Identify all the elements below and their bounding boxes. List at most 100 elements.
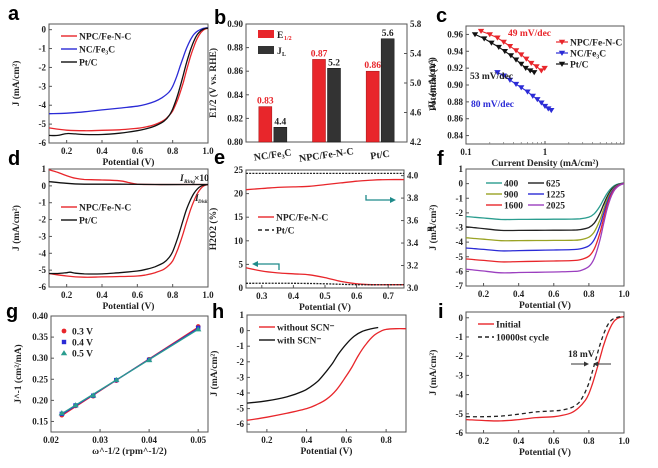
data-point: [529, 93, 536, 99]
panel-h: h 0.2 0.4 0.6 0.8 1 0 -1 -2 -3 -4 -5 -6 Potential (V)…: [209, 301, 407, 457]
legend-marker: [558, 50, 566, 56]
x-tick-label: 0.6: [548, 436, 560, 446]
right-axis-arrow-icon: [365, 195, 396, 203]
x-tick-label: 0.4: [288, 291, 300, 301]
legend-label: 1225: [546, 191, 565, 201]
x-tick-label: 0.04: [141, 435, 157, 445]
data-point: [58, 410, 65, 416]
y-tick-label: 1: [240, 310, 245, 320]
category-label: NPC/Fe-N-C: [298, 146, 354, 165]
y-tick-label: 0.86: [447, 114, 463, 124]
panel-label-a: a: [8, 3, 20, 25]
data-point: [538, 100, 545, 106]
arrow-right-icon: [584, 361, 589, 367]
y-tick-label: -5: [456, 409, 464, 419]
x-tick-label: 0.8: [167, 146, 179, 156]
y-tick-label: -2: [456, 351, 464, 361]
y-tick-label: 0.25: [32, 374, 48, 384]
arrow-head: [252, 261, 258, 267]
ring-subscript: Ring: [183, 179, 195, 185]
y-right-tick-label: 3.6: [407, 216, 419, 226]
y-axis-label: J (mA/cm²): [428, 350, 439, 396]
data-point: [501, 49, 509, 55]
bar-e12: [365, 70, 380, 143]
x-tick-label: 0.4: [513, 436, 525, 446]
y-tick-label: 20: [234, 189, 244, 199]
y-tick-label: -5: [39, 119, 47, 129]
data-point: [494, 35, 501, 41]
y-right-tick-label: 4.6: [410, 108, 422, 118]
y-right-axis-label: JL (mA/cm²): [427, 57, 438, 109]
y-tick-label: -4: [456, 237, 464, 247]
data-point: [518, 52, 525, 58]
x-tick-label: 0.6: [351, 291, 363, 301]
y-right-tick-label: 3.2: [407, 261, 419, 271]
y-tick-label: 0.92: [447, 63, 463, 73]
y-tick-label: 0.84: [447, 131, 463, 141]
bar-e12: [312, 59, 326, 143]
data-point: [518, 61, 525, 67]
x-tick-label: 0.2: [61, 290, 73, 300]
series-line-10000stcycle: [465, 316, 625, 418]
y-axis-label: Potential (V): [428, 59, 439, 111]
arrow-left-icon: [593, 361, 598, 367]
y-tick-label: -5: [456, 252, 464, 262]
series-line-NPCFeNC: [245, 267, 404, 286]
data-point: [533, 64, 540, 70]
y-tick-label: -7: [456, 281, 464, 291]
data-point: [145, 356, 153, 363]
x-axis-label: Potential (V): [103, 157, 155, 168]
legend-label: 400: [504, 180, 519, 190]
legend-label: 10000st cycle: [496, 334, 549, 344]
y-tick-label: -4: [456, 390, 464, 400]
x-tick-label: 1.0: [202, 146, 214, 156]
x-tick-label: 0.2: [61, 146, 73, 156]
y-axis-label: E1/2 (V vs. RHE): [208, 48, 219, 118]
bar-jl: [327, 68, 341, 143]
y-tick-label: 15: [234, 212, 244, 222]
plot-frame: [50, 315, 209, 433]
x-tick-label: 0.4: [96, 146, 108, 156]
y-tick-label: 1: [459, 164, 464, 174]
y-tick-label: 0.82: [227, 113, 243, 123]
panel-a: a 0.2 0.4 0.6 0.8 1.0 0 -1 -2 -3 -4 -5 -6 Potential (…: [8, 3, 214, 168]
slope-annotation: 80 mV/dec: [471, 100, 514, 110]
bar-jl: [380, 38, 395, 143]
y-axis-label: J (mA/cm²): [11, 205, 22, 251]
y-tick-label: -6: [237, 419, 245, 429]
y-tick-label: 0: [459, 313, 464, 323]
series-line-PtC: [245, 282, 405, 286]
legend-label: NPC/Fe-N-C: [79, 33, 131, 43]
x-tick-label: 1.0: [618, 436, 630, 446]
panel-label-f: f: [437, 148, 444, 170]
legend: 0.3 V0.4 V0.5 V: [60, 328, 93, 360]
x-tick-label: 0.8: [381, 435, 393, 445]
left-axis-arrow-icon: [252, 261, 280, 270]
series-line-1225: [465, 182, 625, 252]
legend: NPC/Fe-N-C Pt/C: [61, 204, 131, 227]
y-right-axis-label: n: [425, 226, 435, 232]
data-point: [522, 65, 529, 72]
x-tick-label: 0.03: [92, 435, 108, 445]
x-tick-label: 0.4: [96, 290, 108, 300]
y-tick-label: -6: [39, 138, 47, 148]
arrow-shaft: [365, 195, 390, 201]
bar-value-label: 5.6: [382, 29, 394, 39]
y-tick-label: 0: [240, 326, 245, 336]
y-tick-label: -3: [456, 370, 464, 380]
slope-annotation: 53 mV/dec: [470, 72, 513, 82]
y-tick-label: 10: [234, 236, 244, 246]
legend-label: NPC/Fe-N-C: [276, 214, 328, 224]
y-tick-label: 0.88: [447, 97, 463, 107]
x-tick-label: 0.4: [301, 435, 313, 445]
legend-label: 1600: [504, 202, 523, 212]
x-axis-label: Current Density (mA/cm²): [491, 158, 598, 169]
data-point: [534, 97, 541, 103]
y-tick-label: 0.20: [32, 395, 48, 405]
series-line-PtC: [48, 180, 208, 186]
y-right-tick-label: 5.8: [410, 19, 422, 29]
arrow-guide: [258, 264, 279, 269]
y-tick-label: -1: [456, 332, 464, 342]
y-tick-label: -4: [39, 248, 47, 258]
